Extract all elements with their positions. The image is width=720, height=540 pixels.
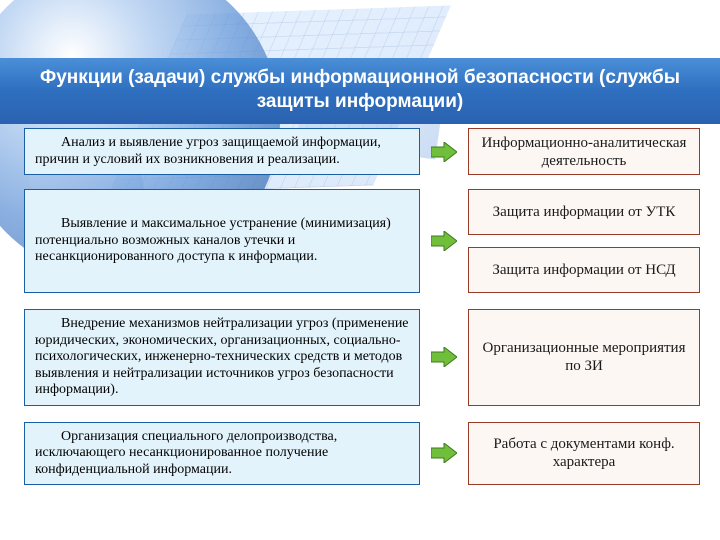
activity-text: Работа с документами конф. характера bbox=[475, 435, 693, 471]
slide-title: Функции (задачи) службы информационной б… bbox=[40, 67, 680, 112]
activity-stack: Защита информации от УТК Защита информаци… bbox=[468, 189, 700, 293]
content-area: Анализ и выявление угроз защищаемой инфо… bbox=[0, 128, 720, 540]
function-text: Анализ и выявление угроз защищаемой инфо… bbox=[35, 135, 409, 168]
activity-box: Информационно-аналитическая деятельность bbox=[468, 128, 700, 175]
activity-box: Защита информации от НСД bbox=[468, 247, 700, 293]
function-text: Выявление и максимальное устранение (мин… bbox=[35, 216, 409, 266]
arrow-right-icon bbox=[430, 422, 458, 486]
activity-box: Работа с документами конф. характера bbox=[468, 422, 700, 486]
function-text: Внедрение механизмов нейтрализации угроз… bbox=[35, 316, 409, 399]
activity-text: Защита информации от УТК bbox=[493, 203, 676, 221]
title-band: Функции (задачи) службы информационной б… bbox=[0, 58, 720, 124]
arrow-right-icon bbox=[430, 309, 458, 406]
activity-box: Организационные мероприятия по ЗИ bbox=[468, 309, 700, 406]
function-box: Организация специального делопроизводств… bbox=[24, 422, 420, 486]
function-text: Организация специального делопроизводств… bbox=[35, 429, 409, 479]
arrow-right-icon bbox=[430, 128, 458, 175]
activity-text: Организационные мероприятия по ЗИ bbox=[475, 339, 693, 375]
arrow-right-icon bbox=[430, 189, 458, 293]
activity-text: Защита информации от НСД bbox=[492, 261, 675, 279]
slide: Функции (задачи) службы информационной б… bbox=[0, 0, 720, 540]
diagram-row: Анализ и выявление угроз защищаемой инфо… bbox=[24, 128, 700, 175]
activity-text: Информационно-аналитическая деятельность bbox=[475, 134, 693, 170]
function-box: Выявление и максимальное устранение (мин… bbox=[24, 189, 420, 293]
function-box: Внедрение механизмов нейтрализации угроз… bbox=[24, 309, 420, 406]
activity-box: Защита информации от УТК bbox=[468, 189, 700, 235]
diagram-row: Выявление и максимальное устранение (мин… bbox=[24, 189, 700, 293]
diagram-row: Организация специального делопроизводств… bbox=[24, 422, 700, 486]
diagram-row: Внедрение механизмов нейтрализации угроз… bbox=[24, 309, 700, 406]
function-box: Анализ и выявление угроз защищаемой инфо… bbox=[24, 128, 420, 175]
